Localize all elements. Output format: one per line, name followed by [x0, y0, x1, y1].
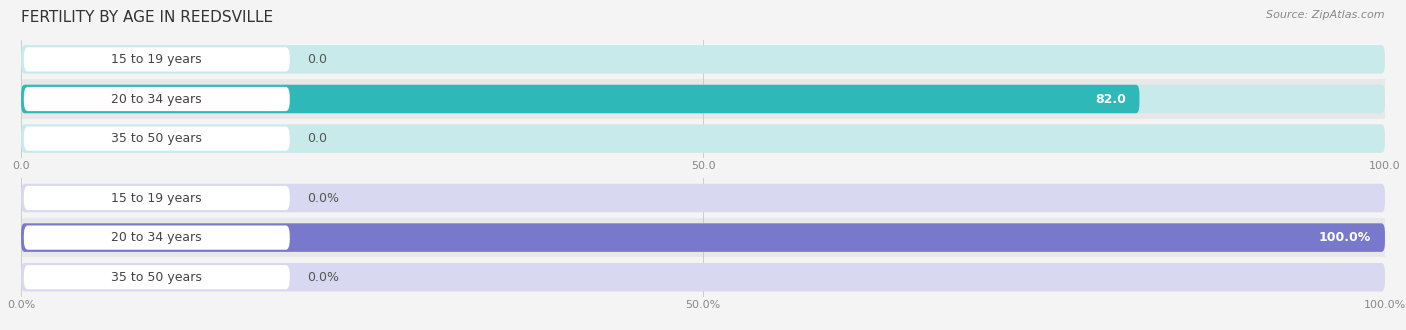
FancyBboxPatch shape — [21, 85, 1139, 113]
Text: 0.0%: 0.0% — [308, 191, 339, 205]
FancyBboxPatch shape — [21, 223, 1385, 252]
FancyBboxPatch shape — [24, 87, 290, 111]
Bar — [21, 257, 1385, 297]
FancyBboxPatch shape — [24, 265, 290, 289]
Text: 100.0%: 100.0% — [1319, 231, 1371, 244]
FancyBboxPatch shape — [21, 124, 1385, 153]
Bar — [21, 40, 1385, 79]
Text: 15 to 19 years: 15 to 19 years — [111, 191, 202, 205]
FancyBboxPatch shape — [21, 263, 1385, 291]
Text: 20 to 34 years: 20 to 34 years — [111, 231, 202, 244]
Bar — [21, 178, 1385, 218]
Text: 0.0: 0.0 — [308, 132, 328, 145]
Text: 35 to 50 years: 35 to 50 years — [111, 132, 202, 145]
FancyBboxPatch shape — [21, 45, 1385, 74]
FancyBboxPatch shape — [21, 184, 1385, 212]
Bar — [21, 218, 1385, 257]
Text: 15 to 19 years: 15 to 19 years — [111, 53, 202, 66]
FancyBboxPatch shape — [24, 225, 290, 250]
FancyBboxPatch shape — [24, 126, 290, 151]
Text: Source: ZipAtlas.com: Source: ZipAtlas.com — [1267, 10, 1385, 20]
Bar — [21, 79, 1385, 119]
FancyBboxPatch shape — [24, 47, 290, 72]
Bar — [21, 119, 1385, 158]
FancyBboxPatch shape — [21, 85, 1385, 113]
FancyBboxPatch shape — [21, 223, 1385, 252]
Text: 0.0: 0.0 — [308, 53, 328, 66]
FancyBboxPatch shape — [24, 186, 290, 210]
Text: 0.0%: 0.0% — [308, 271, 339, 284]
Text: 20 to 34 years: 20 to 34 years — [111, 92, 202, 106]
Text: 35 to 50 years: 35 to 50 years — [111, 271, 202, 284]
Text: FERTILITY BY AGE IN REEDSVILLE: FERTILITY BY AGE IN REEDSVILLE — [21, 10, 273, 25]
Text: 82.0: 82.0 — [1095, 92, 1126, 106]
